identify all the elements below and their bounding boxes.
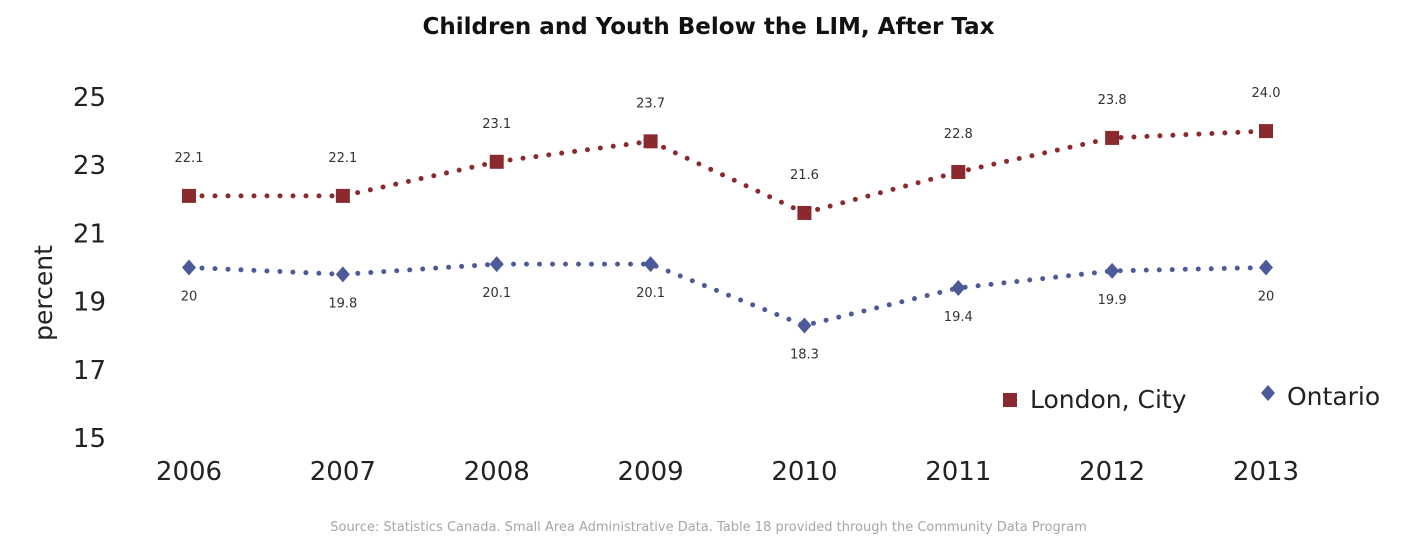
data-label: 22.1	[328, 151, 357, 166]
x-tick-label: 2010	[771, 457, 837, 487]
data-label: 21.6	[790, 168, 819, 183]
data-label: 22.8	[944, 127, 973, 142]
series-london-city: 22.1 22.1 23.1 23.7 21.6 22.8 23.8 24.0	[175, 86, 1281, 220]
data-point	[1259, 124, 1273, 139]
data-point	[335, 188, 350, 203]
data-label: 20.1	[482, 286, 511, 301]
legend-marker-ontario	[1261, 385, 1275, 401]
data-point	[951, 279, 966, 296]
data-label: 19.8	[328, 296, 357, 311]
x-tick-label: 2013	[1233, 457, 1299, 487]
data-label: 23.8	[1098, 93, 1127, 108]
data-label: 19.4	[944, 310, 973, 325]
data-label: 23.7	[636, 96, 665, 111]
x-tick-label: 2007	[310, 457, 376, 487]
x-tick-label: 2011	[925, 457, 991, 487]
x-tick-label: 2009	[617, 457, 683, 487]
legend-label-london-city: London, City	[1030, 385, 1187, 414]
data-point	[951, 165, 966, 180]
data-point	[643, 134, 658, 149]
data-point	[1259, 259, 1273, 276]
data-label: 20.1	[636, 286, 665, 301]
data-label: 19.9	[1098, 293, 1127, 308]
x-tick-label: 2008	[464, 457, 530, 487]
y-tick-label: 21	[73, 219, 106, 249]
data-point	[182, 259, 196, 276]
x-tick-label: 2006	[156, 457, 222, 487]
data-point	[797, 317, 812, 334]
data-label: 24.0	[1252, 86, 1281, 101]
x-axis: 2006 2007 2008 2009 2010 2011 2012 2013	[156, 457, 1299, 487]
data-point	[335, 266, 350, 283]
data-label: 22.1	[175, 151, 204, 166]
series-layer: 22.1 22.123.123.721.622.823.8 24.020 19.820…	[175, 86, 1281, 362]
data-point	[1105, 262, 1120, 279]
y-tick-label: 23	[73, 151, 106, 181]
y-tick-label: 15	[73, 424, 106, 454]
data-label: 20	[1258, 290, 1275, 305]
data-point	[1105, 130, 1120, 145]
y-axis-label: percent	[29, 245, 58, 341]
data-label: 18.3	[790, 347, 819, 362]
x-tick-label: 2012	[1079, 457, 1145, 487]
data-point	[797, 205, 812, 220]
y-tick-label: 19	[73, 288, 106, 318]
chart-title: Children and Youth Below the LIM, After …	[422, 14, 995, 40]
data-point	[643, 256, 658, 273]
y-tick-label: 17	[73, 356, 106, 386]
series-ontario: 20 19.8 20.1 20.1 18.3 19.4 19.9 20	[181, 256, 1275, 362]
legend: London, City Ontario	[1003, 382, 1380, 414]
data-label: 20	[181, 290, 198, 305]
data-point	[489, 256, 504, 273]
y-axis: 15 17 19 21 23 25	[73, 83, 106, 454]
data-point	[182, 188, 196, 203]
data-label: 23.1	[482, 117, 511, 132]
series-line	[186, 128, 1269, 216]
data-point	[489, 154, 504, 169]
legend-marker-london-city	[1003, 393, 1017, 407]
series-line	[186, 261, 1269, 329]
source-note: Source: Statistics Canada. Small Area Ad…	[330, 520, 1087, 535]
y-tick-label: 25	[73, 83, 106, 113]
legend-label-ontario: Ontario	[1287, 382, 1380, 411]
